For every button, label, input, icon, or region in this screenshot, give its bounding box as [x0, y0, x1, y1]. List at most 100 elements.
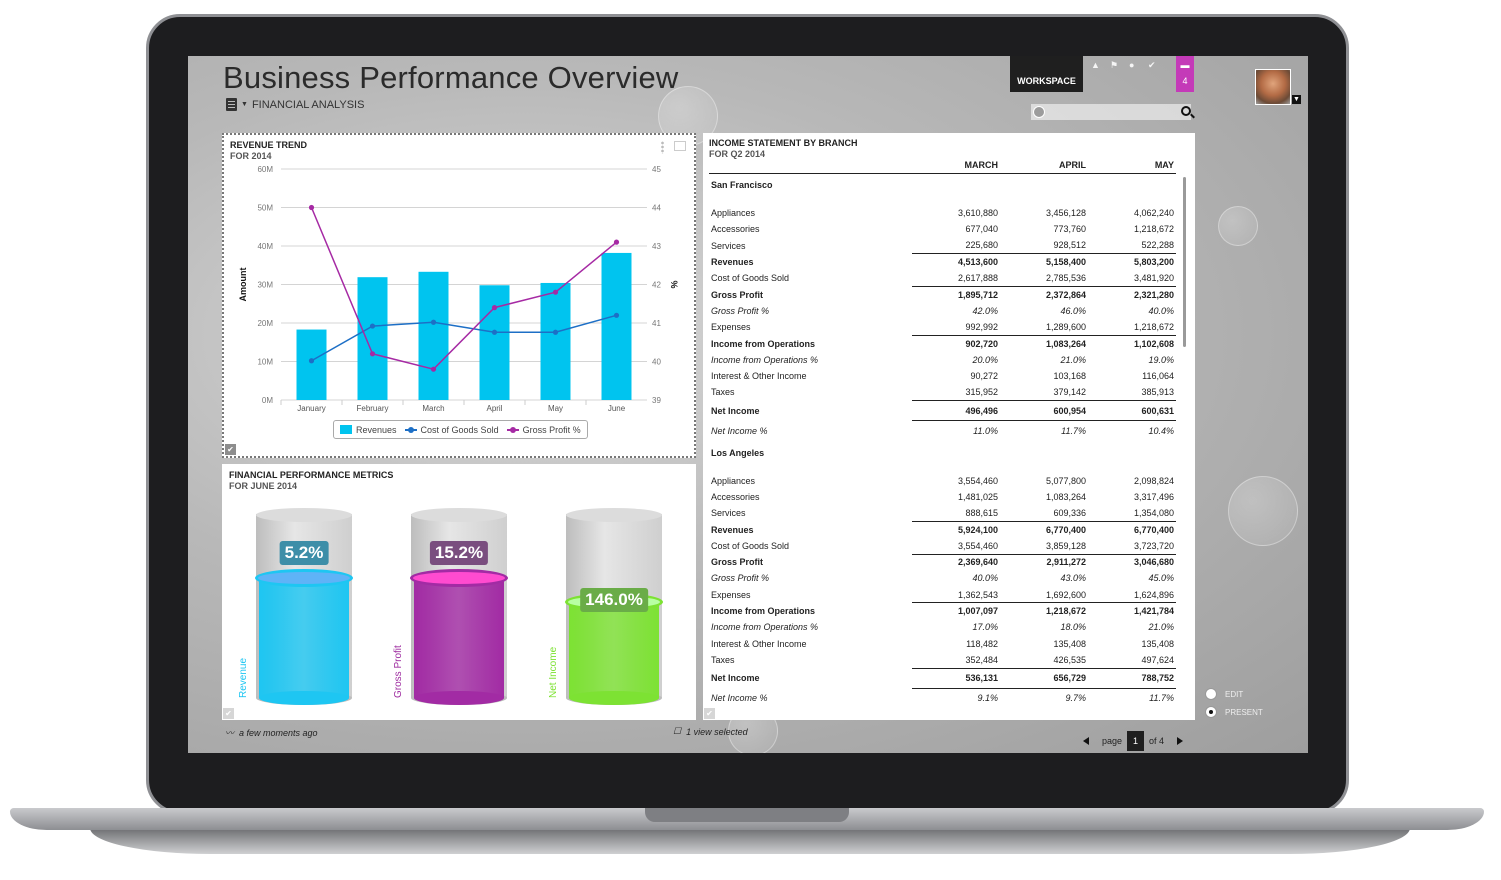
table-cell: 6,770,400 — [1000, 520, 1088, 538]
chart-legend[interactable]: Revenues Cost of Goods Sold Gross Profit… — [333, 420, 588, 439]
table-row[interactable]: Net Income % 9.1% 9.7% 11.7% — [709, 687, 1176, 709]
revenue-trend-panel[interactable]: REVENUE TREND FOR 2014 60M 45 50M 44 40M 43 30… — [222, 133, 696, 458]
table-row[interactable]: Revenues 4,513,600 5,158,400 5,803,200 — [709, 253, 1176, 271]
warning-icon[interactable]: ▲ — [1091, 60, 1100, 70]
branch-name: San Francisco — [711, 180, 773, 191]
table-row[interactable]: Accessories 677,040 773,760 1,218,672 — [709, 221, 1176, 237]
panel-subtitle: FOR 2014 — [230, 151, 272, 161]
selection-status: ☐ 1 view selected — [673, 726, 748, 737]
metric-cylinder[interactable]: 5.2% Revenue — [238, 508, 353, 705]
table-row[interactable]: Net Income 536,131 656,729 788,752 — [709, 667, 1176, 689]
table-row[interactable]: Expenses 1,362,543 1,692,600 1,624,896 — [709, 587, 1176, 603]
table-cell: 2,911,272 — [1000, 553, 1088, 571]
globe-icon[interactable] — [1033, 106, 1045, 118]
next-page-icon[interactable] — [1177, 737, 1184, 745]
table-row[interactable]: Income from Operations 1,007,097 1,218,672… — [709, 602, 1176, 620]
present-mode-option[interactable]: PRESENT — [1205, 706, 1263, 718]
chat-icon: ▬ — [1180, 60, 1190, 70]
legend-item-revenues[interactable]: Revenues — [340, 425, 397, 435]
workspace-button[interactable]: WORKSPACE — [1010, 56, 1083, 92]
table-cell: 1,289,600 — [1045, 321, 1086, 332]
bar-revenues — [601, 252, 632, 400]
search-icon[interactable] — [1181, 106, 1191, 116]
row-label: Accessories — [711, 492, 760, 502]
chevron-down-icon: ▼ — [241, 101, 248, 108]
table-cell: 677,040 — [965, 224, 998, 235]
select-checkbox[interactable]: ✔ — [225, 444, 236, 455]
table-row[interactable]: Services 225,680 928,512 522,288 — [709, 238, 1176, 254]
more-icon[interactable] — [661, 141, 664, 154]
table-cell: 2,372,864 — [1000, 285, 1088, 303]
table-row[interactable]: Gross Profit % 40.0% 43.0% 45.0% — [709, 570, 1176, 586]
dashboard-selector[interactable]: ▼ FINANCIAL ANALYSIS — [226, 98, 364, 111]
maximize-icon[interactable] — [674, 141, 686, 151]
column-header[interactable]: MAY — [1088, 159, 1176, 174]
table-cell: 2,321,280 — [1088, 285, 1176, 303]
chat-button[interactable]: ▬ 4 — [1176, 56, 1194, 92]
table-cell: 40.0% — [972, 573, 998, 584]
table-row[interactable]: Cost of Goods Sold 2,617,888 2,785,536 3,48… — [709, 270, 1176, 286]
legend-item-gross-profit-pct[interactable]: Gross Profit % — [506, 425, 581, 435]
current-page[interactable]: 1 — [1127, 731, 1145, 751]
table-row[interactable]: Appliances 3,610,880 3,456,128 4,062,240 — [709, 205, 1176, 221]
series-point — [552, 289, 559, 295]
prev-page-icon[interactable] — [1083, 737, 1089, 745]
select-checkbox[interactable]: ✔ — [704, 708, 715, 719]
page-total: of 4 — [1149, 736, 1165, 746]
check-icon[interactable]: ✔ — [1148, 60, 1156, 70]
table-cell: 379,142 — [1053, 387, 1086, 398]
table-row[interactable]: Net Income % 11.0% 11.7% 10.4% — [709, 420, 1176, 441]
table-row[interactable]: Net Income 496,496 600,954 600,631 — [709, 400, 1176, 421]
financial-metrics-panel[interactable]: FINANCIAL PERFORMANCE METRICS FOR JUNE 2… — [222, 464, 696, 720]
table-row[interactable]: Income from Operations 902,720 1,083,264 1,… — [709, 334, 1176, 352]
search-input[interactable] — [1031, 104, 1191, 120]
bell-icon[interactable]: ● — [1129, 60, 1135, 70]
table-cell: 385,913 — [1141, 387, 1174, 398]
scrollbar[interactable] — [1183, 177, 1186, 347]
series-point — [369, 323, 376, 329]
metric-cylinder[interactable]: 146.0% Net Income — [548, 508, 663, 705]
avatar[interactable] — [1255, 69, 1291, 105]
table-cell: 1,481,025 — [957, 492, 998, 502]
table-row[interactable]: Gross Profit % 42.0% 46.0% 40.0% — [709, 303, 1176, 319]
table-row[interactable]: Gross Profit 2,369,640 2,911,272 3,046,680 — [709, 553, 1176, 571]
table-cell: 116,064 — [1142, 371, 1174, 382]
series-point — [491, 305, 498, 311]
table-cell: 9.1% — [912, 687, 1000, 709]
row-label: Income from Operations % — [711, 622, 819, 633]
metric-cylinder[interactable]: 15.2% Gross Profit — [393, 508, 508, 705]
edit-mode-option[interactable]: EDIT — [1205, 688, 1243, 700]
table-cell: 522,288 — [1141, 240, 1174, 251]
table-row[interactable]: Accessories 1,481,025 1,083,264 3,317,496 — [709, 489, 1176, 505]
chevron-down-icon[interactable]: ▼ — [1292, 95, 1301, 104]
row-label: Revenues — [711, 524, 754, 535]
table-row[interactable]: Taxes 315,952 379,142 385,913 — [709, 384, 1176, 400]
x-tick-label: March — [422, 404, 444, 413]
table-row[interactable]: Taxes 352,484 426,535 497,624 — [709, 652, 1176, 668]
x-tick-label: February — [356, 404, 388, 413]
legend-item-cogs[interactable]: Cost of Goods Sold — [404, 425, 499, 435]
y2-tick-label: 40 — [652, 358, 661, 367]
metric-label: Net Income — [548, 646, 559, 698]
income-statement-panel[interactable]: INCOME STATEMENT BY BRANCH FOR Q2 2014 M… — [703, 133, 1195, 720]
row-label: Gross Profit — [711, 289, 764, 300]
select-checkbox[interactable]: ✔ — [223, 708, 234, 719]
series-point — [430, 319, 437, 325]
row-label: Net Income — [711, 405, 760, 416]
table-row[interactable]: Expenses 992,992 1,289,600 1,218,672 — [709, 319, 1176, 335]
table-row[interactable]: Interest & Other Income 118,482 135,408 135… — [709, 636, 1176, 652]
table-row[interactable]: Interest & Other Income 90,272 103,168 116,… — [709, 368, 1176, 384]
table-row[interactable]: Cost of Goods Sold 3,554,460 3,859,128 3,72… — [709, 538, 1176, 554]
table-row[interactable]: Gross Profit 1,895,712 2,372,864 2,321,280 — [709, 285, 1176, 303]
table-cell: 43.0% — [1060, 573, 1086, 584]
flag-icon[interactable]: ⚑ — [1110, 60, 1119, 70]
table-row[interactable]: Revenues 5,924,100 6,770,400 6,770,400 — [709, 520, 1176, 538]
table-row[interactable]: Income from Operations % 17.0% 18.0% 21.0% — [709, 619, 1176, 635]
table-row[interactable]: Income from Operations % 20.0% 21.0% 19.0% — [709, 352, 1176, 368]
table-cell: 11.7% — [1000, 420, 1088, 441]
table-row[interactable]: Appliances 3,554,460 5,077,800 2,098,824 — [709, 473, 1176, 489]
column-header[interactable]: MARCH — [912, 159, 1000, 174]
column-header[interactable]: APRIL — [1000, 159, 1088, 174]
row-label: Income from Operations — [711, 606, 816, 617]
table-row[interactable]: Services 888,615 609,336 1,354,080 — [709, 505, 1176, 521]
